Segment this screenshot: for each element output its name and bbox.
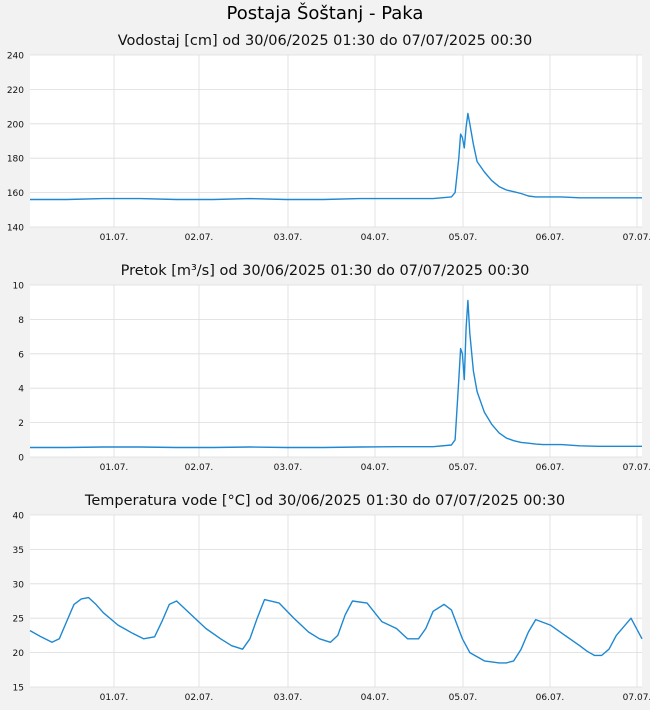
chart-1: Vodostaj [cm] od 30/06/2025 01:30 do 07/… — [7, 33, 650, 243]
chart-title: Pretok [m³/s] od 30/06/2025 01:30 do 07/… — [121, 263, 530, 279]
x-tick-label: 05.07. — [449, 693, 478, 703]
x-tick-label: 04.07. — [361, 233, 390, 243]
y-tick-label: 0 — [18, 454, 24, 464]
x-tick-label: 02.07. — [185, 693, 214, 703]
chart-2: Pretok [m³/s] od 30/06/2025 01:30 do 07/… — [13, 263, 650, 473]
x-tick-label: 04.07. — [361, 463, 390, 473]
x-tick-label: 06.07. — [536, 233, 565, 243]
x-tick-label: 04.07. — [361, 693, 390, 703]
x-tick-label: 05.07. — [449, 463, 478, 473]
y-tick-label: 160 — [7, 189, 24, 199]
chart-title: Vodostaj [cm] od 30/06/2025 01:30 do 07/… — [118, 33, 532, 49]
x-tick-label: 06.07. — [536, 693, 565, 703]
y-tick-label: 40 — [13, 512, 25, 522]
y-tick-label: 8 — [18, 316, 24, 326]
y-tick-label: 200 — [7, 120, 24, 130]
x-tick-label: 01.07. — [100, 693, 129, 703]
x-tick-label: 03.07. — [274, 463, 303, 473]
x-tick-label: 05.07. — [449, 233, 478, 243]
chart-3: Temperatura vode [°C] od 30/06/2025 01:3… — [13, 493, 650, 703]
chart-title: Temperatura vode [°C] od 30/06/2025 01:3… — [84, 493, 565, 509]
y-tick-label: 20 — [13, 649, 25, 659]
page-title: Postaja Šoštanj - Paka — [226, 3, 424, 24]
y-tick-label: 6 — [18, 350, 24, 360]
x-tick-label: 02.07. — [185, 233, 214, 243]
series-line — [30, 112, 642, 201]
y-tick-label: 25 — [13, 615, 24, 625]
y-tick-label: 15 — [13, 684, 24, 694]
x-tick-label: 07.07. — [623, 463, 650, 473]
y-tick-label: 240 — [7, 52, 24, 62]
y-tick-label: 2 — [18, 419, 24, 429]
x-tick-label: 03.07. — [274, 233, 303, 243]
x-tick-label: 02.07. — [185, 463, 214, 473]
y-tick-label: 35 — [13, 546, 24, 556]
y-tick-label: 140 — [7, 224, 24, 234]
plot-area — [30, 285, 642, 457]
x-tick-label: 07.07. — [623, 233, 650, 243]
y-tick-label: 10 — [13, 282, 25, 292]
series-line — [30, 299, 642, 449]
x-tick-label: 01.07. — [100, 233, 129, 243]
x-tick-label: 01.07. — [100, 463, 129, 473]
y-tick-label: 4 — [18, 385, 24, 395]
series-line — [29, 596, 643, 664]
plot-area — [30, 515, 642, 687]
x-tick-label: 07.07. — [623, 693, 650, 703]
y-tick-label: 180 — [7, 155, 24, 165]
x-tick-label: 06.07. — [536, 463, 565, 473]
y-tick-label: 30 — [13, 580, 25, 590]
x-tick-label: 03.07. — [274, 693, 303, 703]
y-tick-label: 220 — [7, 86, 24, 96]
